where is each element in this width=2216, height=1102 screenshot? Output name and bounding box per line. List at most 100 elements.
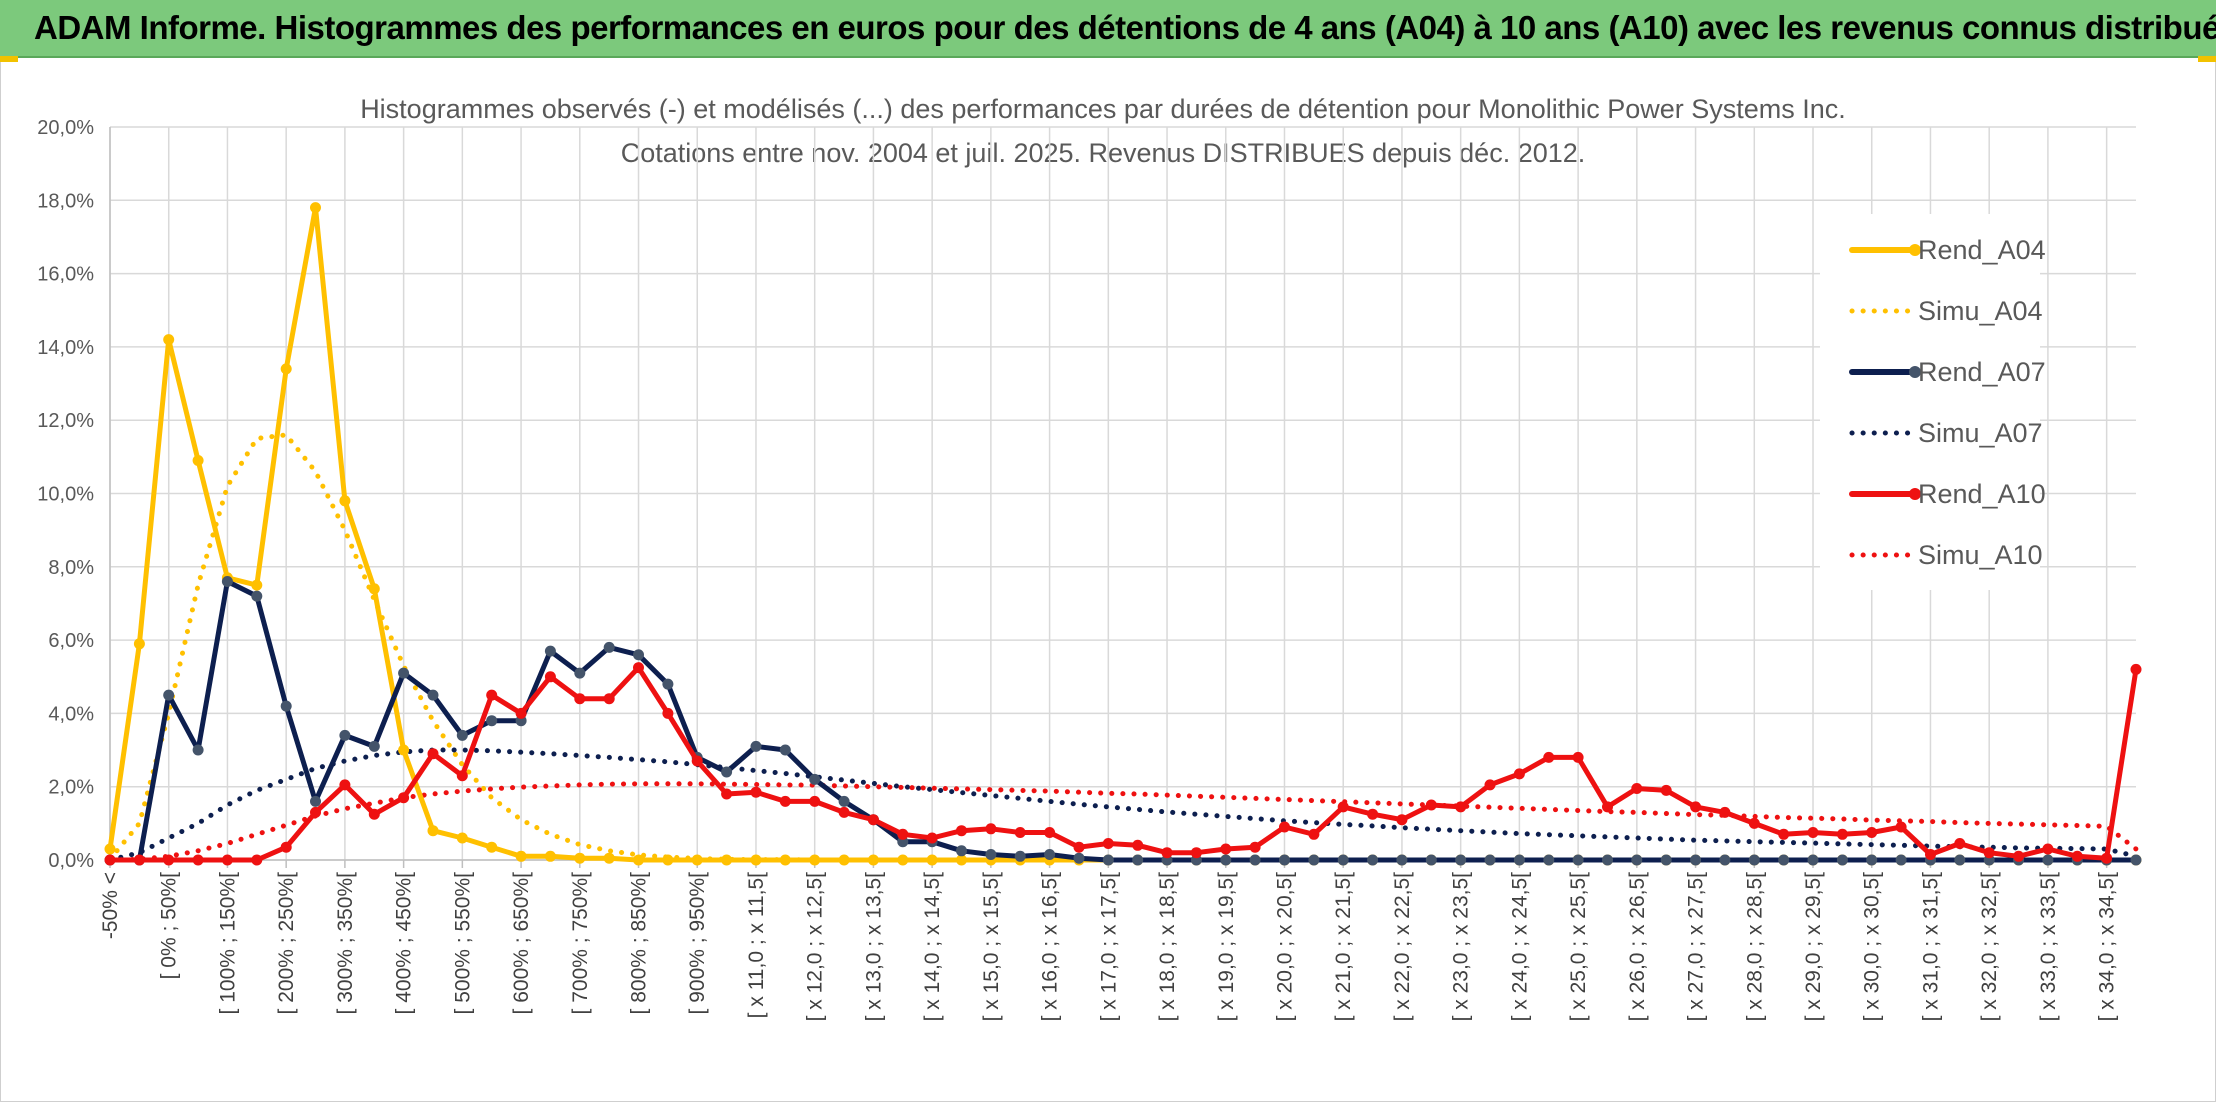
data-point-rend-a10 xyxy=(1925,849,1936,860)
data-point-rend-a07 xyxy=(221,576,233,587)
x-tick-label: [ x 27,0 ; x 27,5[ xyxy=(1685,872,1708,1022)
x-tick-label: [ x 31,0 ; x 31,5[ xyxy=(1919,872,1942,1022)
grid xyxy=(109,126,2136,861)
data-point-rend-a10 xyxy=(192,854,204,866)
series-line-rend-a07 xyxy=(107,579,2139,863)
data-point-rend-a10 xyxy=(251,854,263,866)
x-tick-label: [ x 19,0 ; x 19,5[ xyxy=(1215,872,1238,1022)
data-point-rend-a10 xyxy=(1249,841,1261,853)
data-point-rend-a07 xyxy=(1249,854,1261,866)
x-tick-label: [ x 22,0 ; x 22,5[ xyxy=(1391,872,1414,1022)
data-point-rend-a07 xyxy=(1543,854,1555,866)
data-point-rend-a07 xyxy=(339,729,351,741)
data-point-rend-a07 xyxy=(1690,854,1702,866)
data-point-rend-a07 xyxy=(1455,854,1467,866)
x-tick-label: [ x 24,0 ; x 24,5[ xyxy=(1508,872,1531,1022)
y-tick-label: 14,0% xyxy=(37,337,94,359)
data-point-rend-a07 xyxy=(721,766,733,778)
data-point-rend-a10 xyxy=(897,828,909,840)
x-tick-label: [ x 15,0 ; x 15,5[ xyxy=(980,872,1003,1022)
legend-label-rend-a07: Rend_A07 xyxy=(1918,357,2046,387)
data-point-rend-a04 xyxy=(779,854,791,866)
data-point-rend-a04 xyxy=(662,854,674,866)
data-point-rend-a10 xyxy=(1484,779,1496,791)
data-point-rend-a04 xyxy=(515,850,527,862)
y-tick-label: 10,0% xyxy=(37,484,94,506)
legend: Rend_A04 Simu_A04 Rend_A07 Simu_A07 Rend_A10… xyxy=(1820,214,2046,590)
data-point-rend-a10 xyxy=(1895,821,1907,833)
x-tick-label: [ x 29,0 ; x 29,5[ xyxy=(1802,872,1825,1022)
data-point-rend-a10 xyxy=(603,693,615,705)
data-point-rend-a10 xyxy=(486,689,498,701)
data-point-rend-a07 xyxy=(985,849,997,860)
data-point-rend-a07 xyxy=(251,590,263,602)
data-point-rend-a10 xyxy=(1954,838,1966,849)
data-point-rend-a10 xyxy=(1044,827,1056,838)
data-point-rend-a10 xyxy=(1425,799,1437,811)
data-point-rend-a07 xyxy=(1396,854,1408,866)
data-point-rend-a10 xyxy=(721,788,733,800)
data-point-rend-a07 xyxy=(1572,854,1584,866)
data-point-rend-a10 xyxy=(398,792,410,804)
data-point-rend-a10 xyxy=(691,755,703,767)
x-tick-label: [ x 32,0 ; x 32,5[ xyxy=(1978,872,2001,1022)
data-point-rend-a07 xyxy=(1337,854,1349,866)
data-point-rend-a04 xyxy=(603,852,615,864)
data-point-rend-a07 xyxy=(368,740,380,752)
data-point-rend-a10 xyxy=(133,854,145,866)
data-point-rend-a04 xyxy=(104,843,116,855)
x-tick-label: -50% < xyxy=(99,872,122,939)
data-point-rend-a04 xyxy=(956,854,967,866)
data-point-rend-a07 xyxy=(192,744,204,756)
x-tick-label: [ x 26,0 ; x 26,5[ xyxy=(1626,872,1649,1022)
axes: 0,0% 2,0% 4,0% 6,0% 8,0% 10,0% 12,0% 14,0% 16,0%… xyxy=(37,117,2136,1021)
data-point-rend-a10 xyxy=(838,806,850,818)
legend-background xyxy=(1820,214,2040,590)
data-point-rend-a07 xyxy=(1836,854,1848,866)
data-point-rend-a07 xyxy=(427,689,439,701)
x-tick-label: [ x 25,0 ; x 25,5[ xyxy=(1567,872,1590,1022)
data-point-rend-a07 xyxy=(1425,854,1437,866)
data-point-rend-a04 xyxy=(867,854,879,866)
data-point-rend-a10 xyxy=(456,770,468,782)
data-point-rend-a10 xyxy=(427,748,439,760)
data-point-rend-a04 xyxy=(427,825,439,837)
data-point-rend-a07 xyxy=(779,744,791,756)
data-point-rend-a10 xyxy=(1455,801,1467,813)
data-point-rend-a10 xyxy=(1220,843,1232,855)
data-point-rend-a07 xyxy=(2042,854,2054,866)
data-point-rend-a07 xyxy=(1602,854,1613,866)
data-point-rend-a07 xyxy=(1660,854,1672,866)
data-point-rend-a10 xyxy=(1337,801,1349,813)
x-tick-label: [ 200% ; 250%[ xyxy=(275,872,298,1015)
data-point-rend-a10 xyxy=(574,693,586,705)
data-point-rend-a04 xyxy=(339,495,351,507)
series-lines xyxy=(104,202,2142,866)
data-point-rend-a10 xyxy=(2130,663,2142,675)
chart-title: Histogrammes observés (-) et modélisés (… xyxy=(360,94,1846,124)
data-point-rend-a10 xyxy=(809,795,821,807)
data-point-rend-a10 xyxy=(1807,827,1819,838)
data-point-rend-a10 xyxy=(1660,784,1672,796)
data-point-rend-a10 xyxy=(1279,821,1290,833)
data-point-rend-a10 xyxy=(1161,847,1173,859)
data-point-rend-a10 xyxy=(544,671,556,683)
y-tick-label: 20,0% xyxy=(37,117,94,139)
y-tick-label: 8,0% xyxy=(48,557,94,579)
corner-accent-left xyxy=(0,56,18,62)
data-point-rend-a10 xyxy=(1396,814,1408,826)
data-point-rend-a10 xyxy=(633,662,644,674)
data-point-rend-a07 xyxy=(750,740,762,752)
data-point-rend-a04 xyxy=(750,854,762,866)
header-bar: ADAM Informe. Histogrammes des performan… xyxy=(0,0,2216,58)
data-point-rend-a07 xyxy=(809,773,821,785)
data-point-rend-a04 xyxy=(809,854,821,866)
legend-label-simu-a07: Simu_A07 xyxy=(1918,418,2043,448)
data-point-rend-a07 xyxy=(633,649,644,661)
data-point-rend-a10 xyxy=(1572,751,1584,763)
data-point-rend-a07 xyxy=(1014,850,1026,862)
page-title: ADAM Informe. Histogrammes des performan… xyxy=(34,9,2216,46)
data-point-rend-a07 xyxy=(662,678,674,690)
data-point-rend-a10 xyxy=(1073,841,1085,853)
